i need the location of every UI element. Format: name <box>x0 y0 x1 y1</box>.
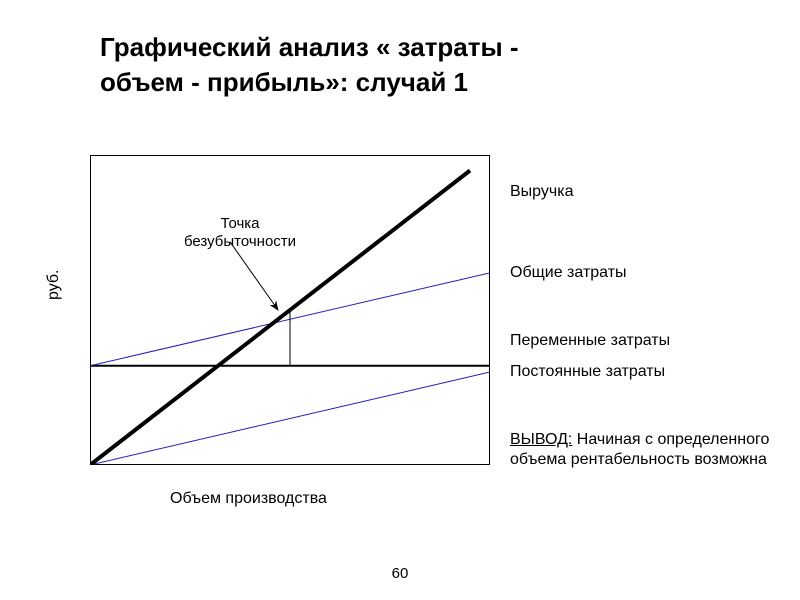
slide-title: Графический анализ « затраты - объем - п… <box>100 30 660 100</box>
breakeven-arrow <box>230 242 278 310</box>
legend-fixed-costs: Постоянные затраты <box>510 363 665 381</box>
legend-variable-costs: Переменные затраты <box>510 332 670 350</box>
conclusion-label: ВЫВОД: <box>510 431 572 448</box>
cvp-chart <box>90 155 490 465</box>
y-axis-label: руб. <box>45 269 63 300</box>
page-number: 60 <box>0 565 800 582</box>
legend-revenue: Выручка <box>510 183 573 201</box>
title-line-1: Графический анализ « затраты - <box>100 32 519 62</box>
legend-total-costs: Общие затраты <box>510 264 627 282</box>
title-line-2: объем - прибыль»: случай 1 <box>100 67 468 97</box>
conclusion: ВЫВОД: Начиная с определенного объема ре… <box>510 430 780 470</box>
x-axis-label: Объем производства <box>170 490 327 508</box>
